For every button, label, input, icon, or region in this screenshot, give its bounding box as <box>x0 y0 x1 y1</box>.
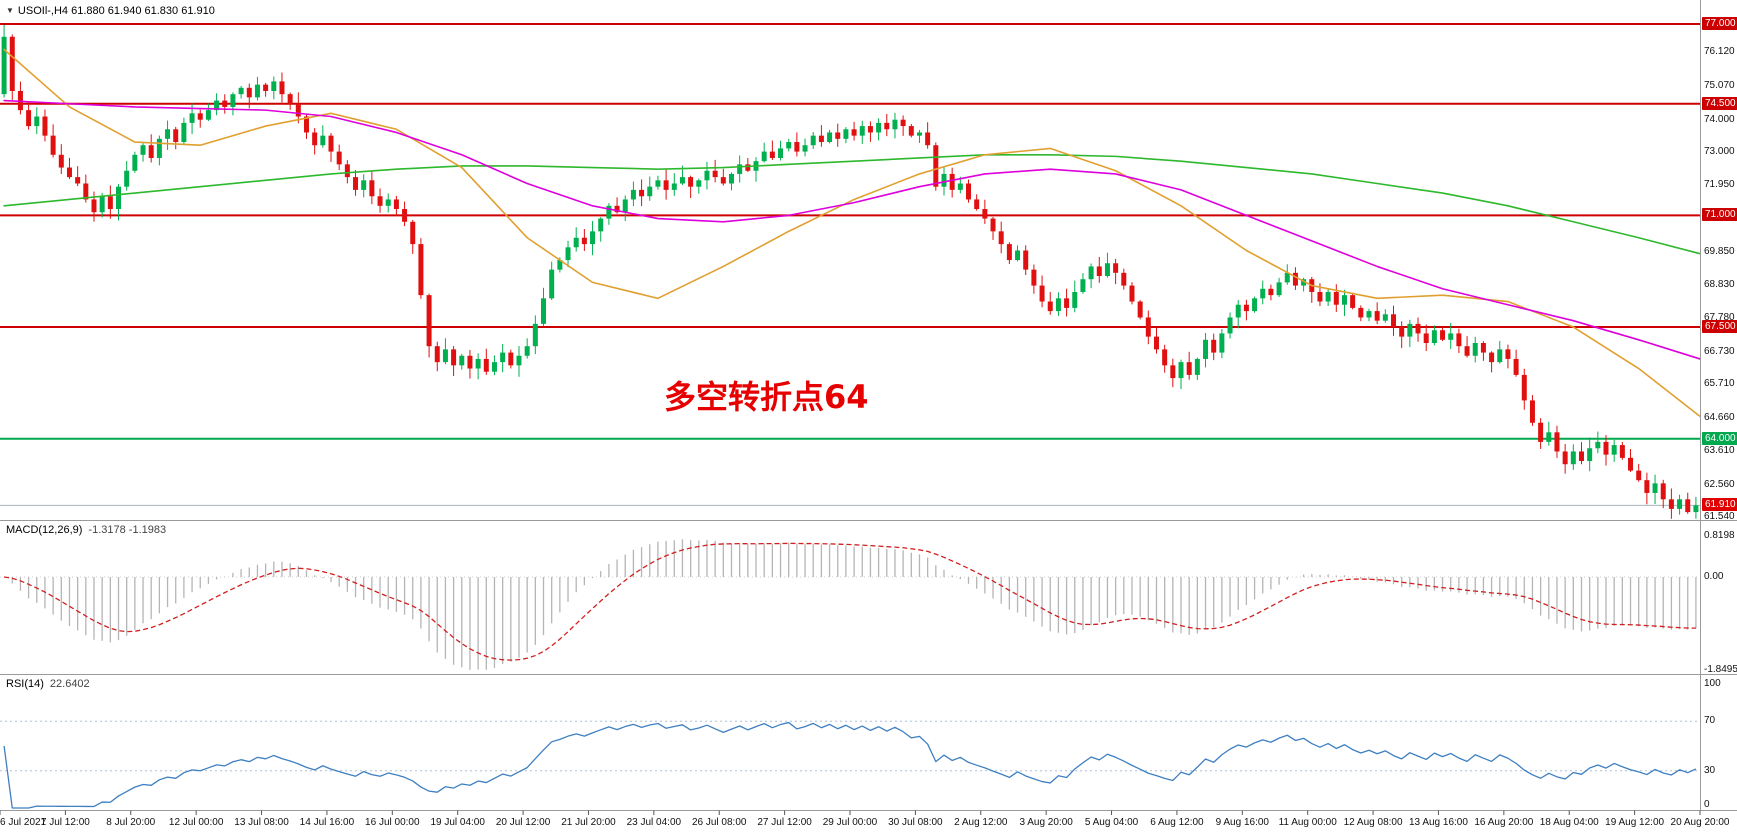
price-tick-label: 63.610 <box>1704 445 1735 457</box>
macd-tick-label: 0.00 <box>1704 571 1724 582</box>
time-axis-label: 14 Jul 16:00 <box>299 817 355 828</box>
moving-averages-layer <box>3 48 1701 418</box>
hline-price-badge: 67.500 <box>1702 320 1737 334</box>
price-tick-label: 75.070 <box>1704 79 1735 91</box>
macd-indicator-label: MACD(12,26,9) -1.3178 -1.1983 <box>6 524 166 536</box>
time-axis-label: 23 Jul 04:00 <box>626 817 682 828</box>
price-tick-label: 65.710 <box>1704 378 1735 390</box>
price-tick-label: 71.950 <box>1704 179 1735 191</box>
time-axis-label: 12 Jul 00:00 <box>168 817 224 828</box>
panel-separators-layer <box>0 0 1737 815</box>
time-axis-label: 12 Aug 08:00 <box>1343 817 1403 828</box>
hline-price-badge: 77.000 <box>1702 17 1737 30</box>
time-axis-label: 20 Jul 12:00 <box>495 817 551 828</box>
candles-layer <box>1 24 1699 519</box>
chart-annotation-text: 多空转折点64 <box>664 378 869 416</box>
hline-price-badge: 71.000 <box>1702 208 1737 222</box>
time-axis-label: 13 Jul 08:00 <box>234 817 289 828</box>
price-tick-label: 76.120 <box>1704 46 1735 58</box>
rsi-name: RSI(14) <box>6 678 44 690</box>
rsi-tick-label: 30 <box>1704 764 1716 776</box>
symbol-info: ▼ USOIl-,H4 61.880 61.940 61.830 61.910 <box>6 5 215 17</box>
price-tick-label: 66.730 <box>1704 345 1735 357</box>
time-axis-label: 18 Aug 04:00 <box>1539 817 1599 828</box>
rsi-value: 22.6402 <box>49 678 90 690</box>
time-axis-label: 30 Jul 08:00 <box>888 817 943 828</box>
macd-name: MACD(12,26,9) <box>6 524 83 536</box>
price-tick-label: 68.830 <box>1704 278 1735 290</box>
time-axis-label: 6 Jul 2021 <box>0 817 47 828</box>
macd-tick-label: 0.8198 <box>1704 529 1735 541</box>
price-tick-label: 73.000 <box>1704 145 1735 157</box>
time-axis-label: 21 Jul 20:00 <box>561 817 616 828</box>
time-axis-label: 20 Aug 20:00 <box>1670 817 1730 828</box>
rsi-indicator-label: RSI(14) 22.6402 <box>6 678 90 690</box>
price-tick-label: 62.560 <box>1704 478 1735 490</box>
time-axis-label: 2 Aug 12:00 <box>954 817 1008 828</box>
time-axis-label: 16 Aug 20:00 <box>1474 817 1534 828</box>
price-tick-label: 64.660 <box>1704 411 1735 423</box>
time-axis-label: 9 Aug 16:00 <box>1215 817 1269 828</box>
time-axis-label: 5 Aug 04:00 <box>1084 817 1139 828</box>
hline-price-badge: 64.000 <box>1702 431 1737 445</box>
rsi-layer <box>0 720 1700 809</box>
time-axis-label: 7 Jul 12:00 <box>40 817 90 828</box>
time-axis-label: 27 Jul 12:00 <box>757 817 812 828</box>
macd-tick-label: -1.8495 <box>1704 663 1737 675</box>
symbol-ohlc-text: USOIl-,H4 61.880 61.940 61.830 61.910 <box>17 5 215 17</box>
hline-price-badge: 74.500 <box>1702 96 1737 110</box>
price-tick-label: 67.780 <box>1704 312 1735 324</box>
macd-layer <box>0 539 1700 670</box>
time-axis-label: 29 Jul 00:00 <box>822 817 878 828</box>
time-axis-label: 11 Aug 00:00 <box>1278 817 1337 828</box>
rsi-tick-label: 0 <box>1704 799 1710 810</box>
price-tick-label: 74.000 <box>1704 113 1735 125</box>
rsi-tick-label: 100 <box>1704 678 1721 689</box>
rsi-tick-label: 70 <box>1704 715 1716 727</box>
time-axis-label: 13 Aug 16:00 <box>1408 817 1468 828</box>
price-tick-label: 61.540 <box>1704 511 1735 523</box>
time-axis-label: 26 Jul 08:00 <box>691 817 747 828</box>
time-axis-label: 8 Jul 20:00 <box>106 817 156 828</box>
horizontal-lines-layer <box>0 23 1700 506</box>
macd-values: -1.3178 -1.1983 <box>88 524 167 536</box>
time-axis-label: 3 Aug 20:00 <box>1019 817 1073 828</box>
price-tick-label: 69.850 <box>1704 246 1735 258</box>
time-axis-label: 16 Jul 00:00 <box>365 817 420 828</box>
time-axis-label: 6 Aug 12:00 <box>1150 817 1204 828</box>
symbol-dropdown-icon[interactable]: ▼ <box>6 6 14 15</box>
time-axis-label: 19 Aug 12:00 <box>1605 817 1665 828</box>
time-axis-label: 19 Jul 04:00 <box>430 817 485 828</box>
current-price-badge: 61.910 <box>1702 498 1737 512</box>
